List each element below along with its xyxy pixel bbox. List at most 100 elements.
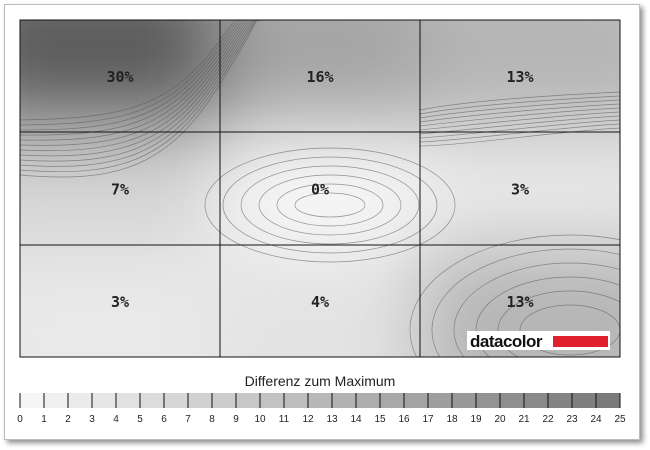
heatmap-cell (220, 245, 420, 357)
legend-swatch (548, 393, 572, 408)
legend-swatch (236, 393, 260, 408)
legend-tick-label: 9 (233, 414, 239, 425)
legend-tick-label: 0 (17, 414, 23, 425)
contour-line (519, 304, 620, 356)
legend-swatch (500, 393, 524, 408)
contour-line (20, 20, 261, 157)
legend-swatch (524, 393, 548, 408)
heatmap-cell (420, 132, 620, 245)
contour-line (20, 20, 261, 141)
legend-tick-label: 24 (590, 414, 602, 425)
contour-line (475, 276, 620, 357)
cell-value-label: 7% (111, 181, 129, 199)
cell-value-label: 13% (506, 293, 533, 311)
legend-tick-label: 19 (470, 414, 482, 425)
legend-tick-label: 3 (89, 414, 95, 425)
svg-text:datacolor: datacolor (470, 332, 543, 351)
contour-line (453, 262, 620, 357)
contour-line (419, 119, 620, 139)
contour-line (419, 123, 620, 143)
contour-line (294, 192, 366, 218)
legend-tick-label: 13 (326, 414, 338, 425)
legend-swatch (68, 393, 92, 408)
contour-line (497, 290, 620, 357)
cell-value-label: 13% (506, 68, 533, 86)
contour-line (204, 147, 456, 263)
cell-value-label: 0% (311, 181, 329, 199)
legend-swatch (596, 393, 620, 408)
legend-swatch (164, 393, 188, 408)
legend-tick-label: 23 (566, 414, 578, 425)
contour-line (419, 99, 620, 119)
legend-swatch (404, 393, 428, 408)
contour-line (20, 20, 261, 167)
contour-line (419, 107, 620, 127)
contour-line (419, 103, 620, 123)
legend-swatch (476, 393, 500, 408)
legend-tick-label: 16 (398, 414, 410, 425)
legend-swatch (188, 393, 212, 408)
legend-swatch (140, 393, 164, 408)
contour-line (20, 20, 261, 126)
legend-tick-label: 8 (209, 414, 215, 425)
legend-swatch (428, 393, 452, 408)
legend-tick-label: 12 (302, 414, 314, 425)
cell-value-label: 3% (511, 181, 529, 199)
contour-line (419, 127, 620, 147)
legend-tick-label: 18 (446, 414, 458, 425)
legend-swatch (44, 393, 68, 408)
legend-swatch (332, 393, 356, 408)
contour-line (431, 248, 620, 357)
heatmap-cell (20, 245, 220, 357)
legend-swatch (20, 393, 44, 408)
legend-swatch (284, 393, 308, 408)
cell-value-label: 30% (106, 68, 133, 86)
legend-tick-label: 10 (254, 414, 266, 425)
legend-swatch (212, 393, 236, 408)
legend-tick-label: 2 (65, 414, 71, 425)
contour-line (20, 20, 261, 151)
legend-swatch (92, 393, 116, 408)
legend-swatch (452, 393, 476, 408)
contour-line (240, 165, 420, 245)
legend-swatch (308, 393, 332, 408)
legend-tick-label: 20 (494, 414, 506, 425)
legend-tick-label: 5 (137, 414, 143, 425)
legend-tick-label: 4 (113, 414, 119, 425)
contour-line (419, 95, 620, 115)
contour-line (20, 20, 261, 178)
contour-line (258, 174, 402, 236)
contour-line (419, 111, 620, 131)
legend-tick-label: 22 (542, 414, 554, 425)
legend-tick-label: 14 (350, 414, 362, 425)
legend-tick-label: 15 (374, 414, 386, 425)
legend-tick-label: 25 (614, 414, 626, 425)
contour-line (419, 91, 620, 111)
contour-line (20, 20, 261, 162)
legend-tick-label: 11 (279, 414, 290, 425)
legend-swatch (380, 393, 404, 408)
legend-tick-label: 7 (185, 414, 191, 425)
legend-swatch (116, 393, 140, 408)
contour-line (20, 20, 261, 121)
heatmap-cell (220, 20, 420, 132)
contour-line (20, 20, 261, 131)
contour-line (20, 20, 261, 146)
legend-tick-label: 17 (422, 414, 434, 425)
contour-line (222, 156, 438, 254)
cell-value-label: 3% (111, 293, 129, 311)
legend-title: Differenz zum Maximum (245, 373, 396, 389)
plot-border (19, 19, 621, 358)
legend-tick-label: 6 (161, 414, 167, 425)
legend-swatch (572, 393, 596, 408)
contour-line (409, 234, 620, 357)
cell-value-label: 16% (306, 68, 333, 86)
legend-tick-label: 21 (518, 414, 530, 425)
heatmap-cell (20, 20, 220, 132)
heatmap-cell (220, 132, 420, 245)
cell-value-label: 4% (311, 293, 329, 311)
legend-tick-label: 1 (41, 414, 47, 425)
datacolor-logo: datacolor (467, 331, 610, 351)
legend-swatch (356, 393, 380, 408)
